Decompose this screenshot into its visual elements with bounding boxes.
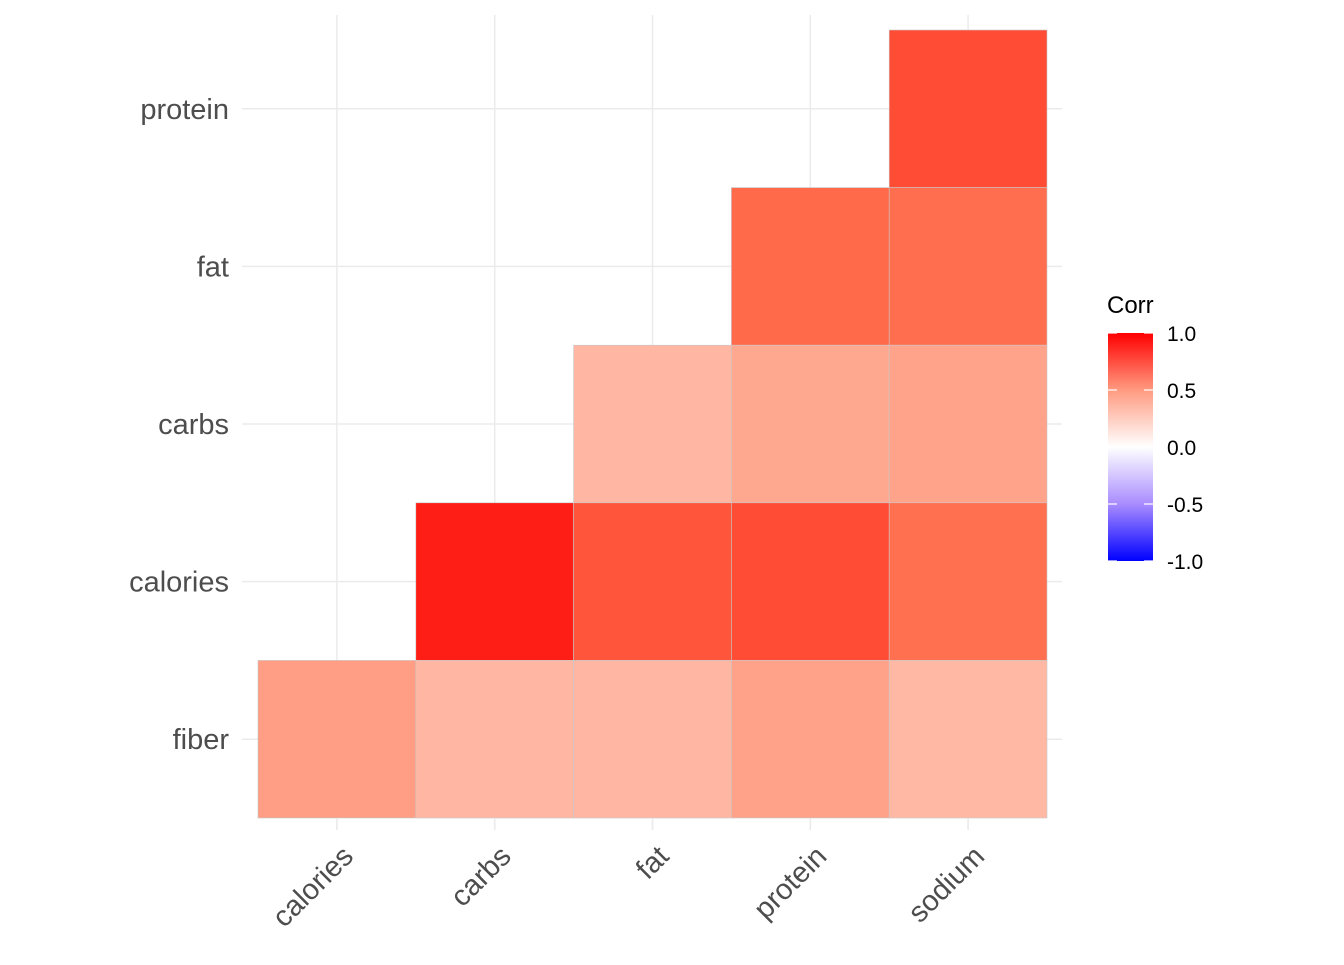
legend-tick-label: 1.0 bbox=[1167, 323, 1196, 346]
x-tick-label: fat bbox=[630, 840, 675, 885]
cell-fat-protein bbox=[731, 187, 890, 346]
cell-fiber-sodium bbox=[888, 660, 1048, 819]
legend-tick-label: 0.0 bbox=[1167, 437, 1196, 460]
cell-calories-fat bbox=[573, 502, 732, 661]
legend-tick-label: -0.5 bbox=[1167, 494, 1203, 517]
y-axis-labels: fiber calories carbs fat protein bbox=[129, 94, 229, 756]
cell-fat-sodium bbox=[888, 187, 1048, 346]
cell-carbs-fat bbox=[573, 344, 732, 504]
x-tick-label: calories bbox=[267, 840, 360, 933]
cell-fiber-calories bbox=[257, 660, 417, 819]
x-axis-labels: calories carbs fat protein sodium bbox=[267, 818, 991, 934]
heatmap-cells bbox=[257, 29, 1048, 819]
cell-fiber-fat bbox=[573, 660, 732, 819]
cell-carbs-sodium bbox=[888, 344, 1048, 504]
cell-fiber-protein bbox=[731, 660, 890, 819]
cell-calories-protein bbox=[731, 502, 890, 661]
y-tick-label: fiber bbox=[173, 724, 230, 756]
x-tick-label: carbs bbox=[445, 840, 518, 913]
x-tick-label: sodium bbox=[902, 840, 991, 929]
legend: Corr 1.0 0.5 0.0 -0.5 -1.0 bbox=[1107, 292, 1203, 574]
y-tick-label: fat bbox=[197, 251, 229, 283]
x-tick-label: protein bbox=[748, 840, 833, 925]
cell-calories-carbs bbox=[415, 502, 574, 661]
y-tick-label: carbs bbox=[158, 409, 229, 441]
legend-tick-label: 0.5 bbox=[1167, 380, 1196, 403]
y-tick-label: calories bbox=[129, 567, 229, 599]
cell-fiber-carbs bbox=[415, 660, 574, 819]
legend-title: Corr bbox=[1107, 292, 1154, 319]
cell-calories-sodium bbox=[888, 502, 1048, 661]
y-tick-label: protein bbox=[140, 94, 229, 126]
cell-carbs-protein bbox=[731, 344, 890, 504]
cell-protein-sodium bbox=[888, 29, 1048, 188]
legend-tick-label: -1.0 bbox=[1167, 551, 1203, 574]
